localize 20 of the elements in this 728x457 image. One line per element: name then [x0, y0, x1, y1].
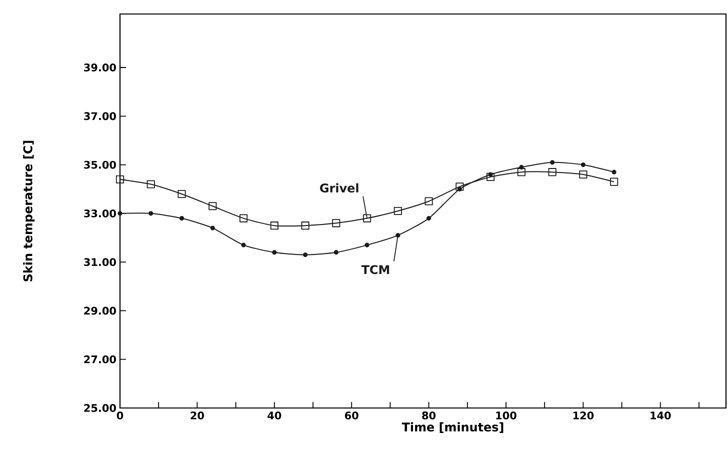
series-label: Grivel — [320, 183, 358, 193]
x-tick-label: 100 — [496, 412, 516, 420]
x-tick-label: 140 — [650, 412, 671, 420]
x-tick-label: 20 — [190, 412, 204, 420]
y-tick-label: 39.00 — [84, 64, 116, 72]
y-tick-label: 29.00 — [84, 306, 116, 315]
x-tick-label: 40 — [268, 412, 282, 420]
legend-label: TCM — [361, 265, 390, 274]
y-tick-label: 25.00 — [84, 404, 116, 412]
x-tick-label: 80 — [422, 412, 436, 420]
y-tick-label: 35.00 — [84, 160, 116, 169]
y-tick-label: 37.00 — [84, 112, 116, 120]
x-tick-label: 120 — [573, 412, 594, 420]
y-tick-label: 27.00 — [84, 355, 116, 364]
x-tick-label: 0 — [116, 412, 124, 420]
y-axis-title: Skin temperature [C] — [23, 140, 35, 282]
y-tick-label: 31.00 — [84, 258, 116, 266]
y-tick-label: 33.00 — [84, 209, 116, 218]
x-tick-label: 60 — [344, 412, 358, 420]
x-axis-title: Time [minutes] — [402, 422, 504, 433]
